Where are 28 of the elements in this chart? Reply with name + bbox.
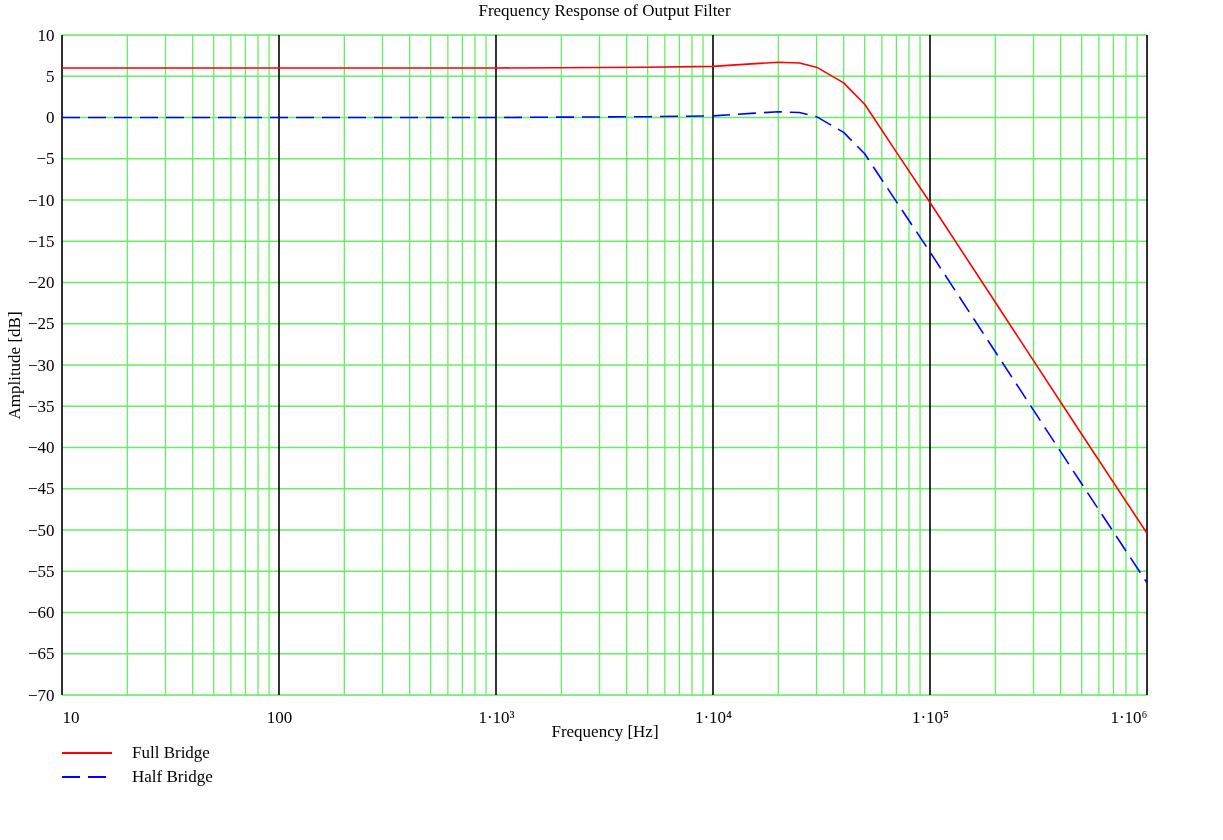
chart-title: Frequency Response of Output Filter <box>478 1 731 20</box>
y-tick-label: −5 <box>36 149 55 169</box>
x-tick-label: 1·10⁴ <box>694 707 733 727</box>
y-tick-label: −65 <box>27 644 55 664</box>
y-tick-label: 5 <box>46 66 55 86</box>
y-tick-label: 10 <box>37 25 55 45</box>
y-tick-label: −25 <box>27 314 55 334</box>
x-axis-title: Frequency [Hz] <box>551 721 659 741</box>
legend-label: Full Bridge <box>132 743 210 762</box>
x-tick-label: 100 <box>266 707 293 727</box>
y-tick-label: −40 <box>27 438 55 457</box>
y-tick-label: −10 <box>27 190 55 210</box>
y-tick-label: −70 <box>27 685 55 705</box>
x-tick-label: 1·10³ <box>478 707 515 727</box>
y-tick-label: −15 <box>27 231 55 251</box>
y-tick-label: −55 <box>27 561 55 581</box>
x-tick-label: 10 <box>62 707 80 727</box>
y-tick-label: −35 <box>27 396 55 416</box>
y-tick-label: −20 <box>27 273 55 292</box>
y-tick-label: −45 <box>27 479 55 499</box>
x-tick-label: 1·10⁵ <box>911 707 950 727</box>
y-tick-label: −30 <box>27 355 55 375</box>
y-tick-label: −60 <box>27 603 55 622</box>
y-tick-label: 0 <box>46 108 55 127</box>
legend-label: Half Bridge <box>132 767 213 786</box>
y-axis-title: Amplitude [dB] <box>4 311 24 420</box>
y-tick-label: −50 <box>27 520 55 540</box>
x-tick-label: 1·10⁶ <box>1110 707 1148 727</box>
